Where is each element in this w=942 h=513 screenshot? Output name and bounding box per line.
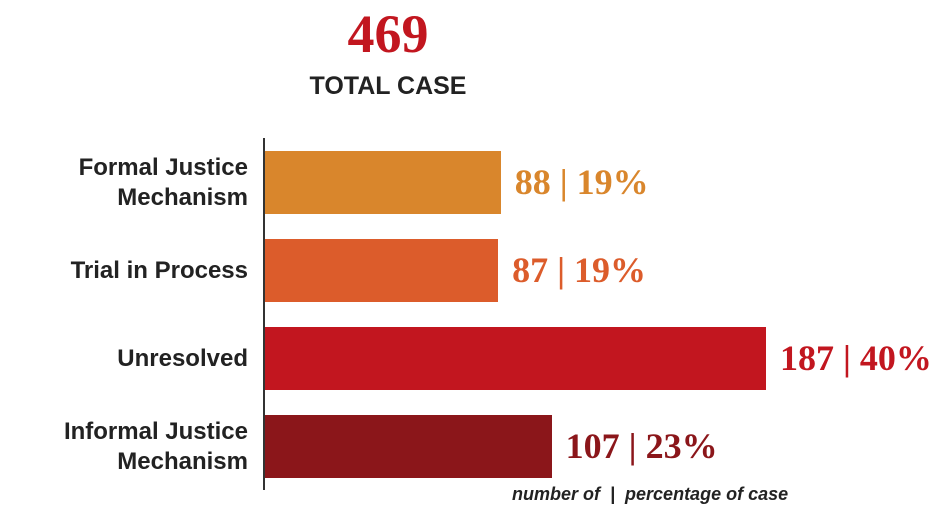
bar xyxy=(265,415,552,478)
axis-line xyxy=(263,138,265,490)
value-label: 88 | 19% xyxy=(514,162,649,202)
value-label: 187 | 40% xyxy=(780,338,932,378)
bar xyxy=(265,327,766,390)
value-label: 107 | 23% xyxy=(565,426,718,466)
category-label: Unresolved xyxy=(117,344,248,372)
category-label: Formal Justice Mechanism xyxy=(78,153,248,211)
category-label: Informal Justice Mechanism xyxy=(63,417,248,475)
value-label: 87 | 19% xyxy=(512,250,647,290)
bar xyxy=(265,239,499,302)
chart-title: TOTAL CASE xyxy=(309,72,467,100)
total-value: 469 xyxy=(347,4,429,64)
footnote: number of | percentage of case xyxy=(512,484,789,504)
category-label: Trial in Process xyxy=(70,256,248,284)
bar xyxy=(265,151,501,214)
